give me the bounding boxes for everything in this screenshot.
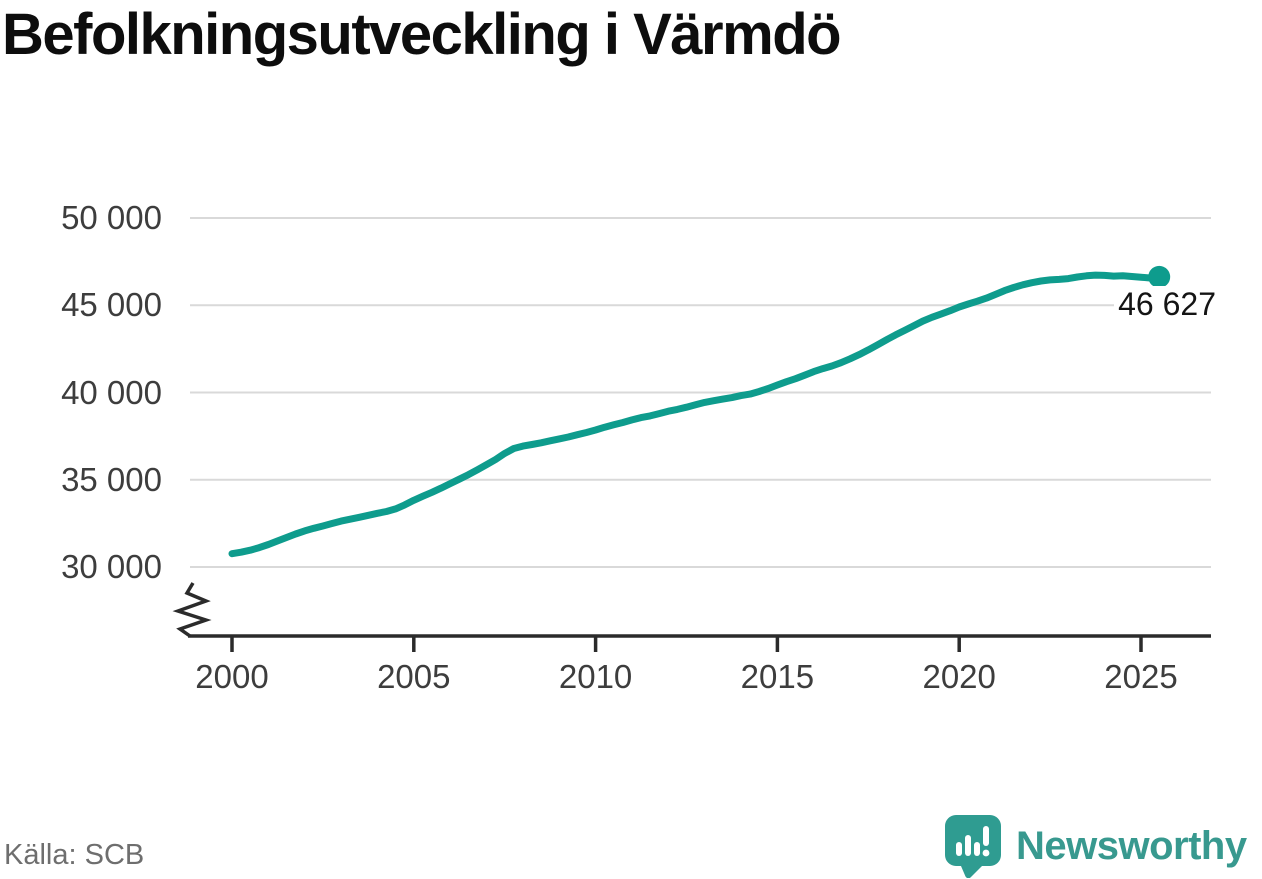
- source-note: Källa: SCB: [4, 839, 145, 871]
- x-tick-label: 2020: [922, 658, 996, 695]
- y-tick-label: 35 000: [61, 460, 162, 498]
- population-line: [228, 271, 1163, 558]
- end-value-label: 46 627: [1040, 285, 1216, 323]
- y-tick-label: 30 000: [61, 548, 162, 585]
- y-tick-label: 40 000: [61, 373, 162, 411]
- y-tick-label: 45 000: [61, 286, 162, 324]
- x-tick-label: 2005: [377, 658, 451, 695]
- x-tick-label: 2025: [1104, 658, 1178, 695]
- x-tick-label: 2010: [558, 658, 633, 695]
- y-tick-label: 50 000: [61, 199, 162, 236]
- newsworthy-bars-bubble-icon: [945, 815, 1001, 878]
- chart-title: Befolkningsutveckling i Värmdö: [2, 2, 842, 67]
- brand-name: Newsworthy: [1016, 824, 1247, 868]
- x-tick-label: 2000: [195, 658, 269, 695]
- x-tick-label: 2015: [740, 658, 815, 695]
- axis-break-icon: [172, 582, 212, 638]
- line-chart: [172, 217, 1211, 652]
- brand-lockup: Newsworthy: [944, 814, 1262, 878]
- end-point-marker: [1148, 265, 1171, 288]
